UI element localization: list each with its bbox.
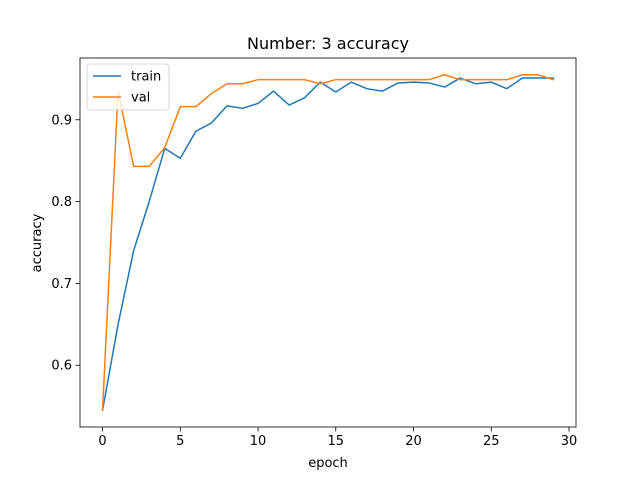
series-line-train: [101, 77, 555, 412]
x-tick-label: 0: [98, 434, 106, 449]
x-tick-label: 15: [328, 434, 345, 449]
x-tick-label: 5: [176, 434, 184, 449]
y-axis-label: accuracy: [30, 213, 45, 272]
legend-label-val: val: [131, 91, 150, 106]
x-tick-label: 10: [250, 434, 267, 449]
x-tick-label: 30: [561, 434, 578, 449]
y-tick-label: 0.6: [51, 359, 72, 374]
x-tick-label: 20: [405, 434, 422, 449]
axis-ticks: 0 5 10 15 20 25 30 0.6 0.7 0.8 0.9: [51, 113, 577, 449]
x-tick-label: 25: [483, 434, 500, 449]
plot-frame: [79, 57, 577, 428]
chart-title: Number: 3 accuracy: [247, 34, 409, 53]
legend-label-train: train: [131, 70, 161, 85]
legend: train val: [86, 63, 170, 111]
y-tick-label: 0.9: [51, 113, 72, 128]
y-tick-label: 0.7: [51, 277, 72, 292]
y-tick-label: 0.8: [51, 195, 72, 210]
series-line-val: [101, 74, 555, 412]
plot-area: [79, 57, 577, 428]
x-axis-label: epoch: [308, 456, 348, 471]
